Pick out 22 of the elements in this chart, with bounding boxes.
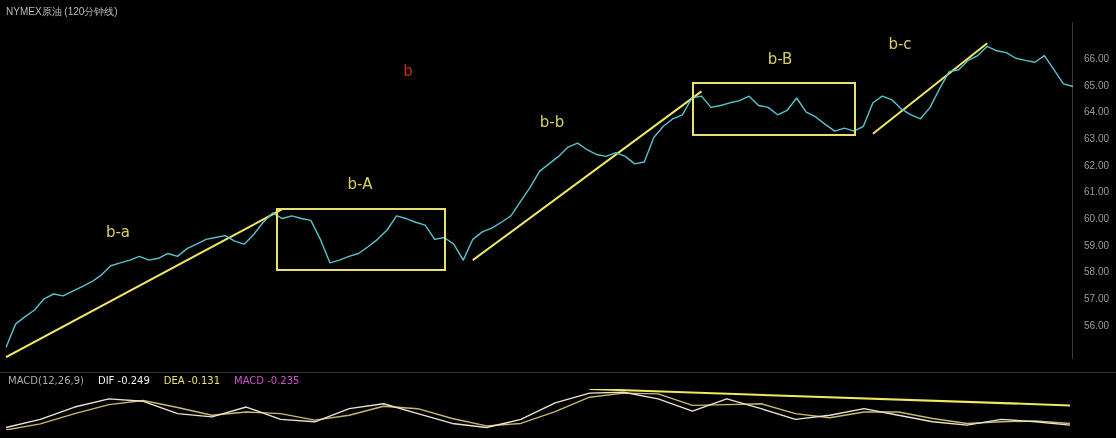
text: DIF -0.249 (97, 374, 150, 386)
y-tick-label: 56.00 (1083, 319, 1110, 331)
annotation: b-a (105, 222, 131, 241)
annotation: b (403, 61, 413, 80)
y-tick-label: 60.00 (1083, 213, 1110, 225)
annotation: b-B (767, 49, 793, 68)
y-tick-label: 59.00 (1083, 239, 1110, 251)
y-tick-label: 57.00 (1083, 293, 1110, 305)
y-tick-label: 62.00 (1083, 159, 1110, 171)
y-tick-label: 63.00 (1083, 133, 1110, 145)
chart-title: MACD(12,26,9) (8, 374, 85, 386)
y-tick-label: 66.00 (1083, 53, 1110, 65)
chart-title: NYMEX原油 (120分钟线) (6, 5, 118, 17)
y-tick-label: 64.00 (1083, 106, 1110, 118)
annotation: b-A (347, 174, 374, 193)
y-tick-label: 58.00 (1083, 266, 1110, 278)
y-tick-label: 65.00 (1083, 79, 1110, 91)
y-tick-label: 61.00 (1083, 186, 1110, 198)
text: DEA -0.131 (163, 374, 221, 386)
text: MACD -0.235 (234, 374, 300, 386)
annotation: b-c (888, 34, 912, 53)
annotation: b-b (539, 112, 565, 131)
